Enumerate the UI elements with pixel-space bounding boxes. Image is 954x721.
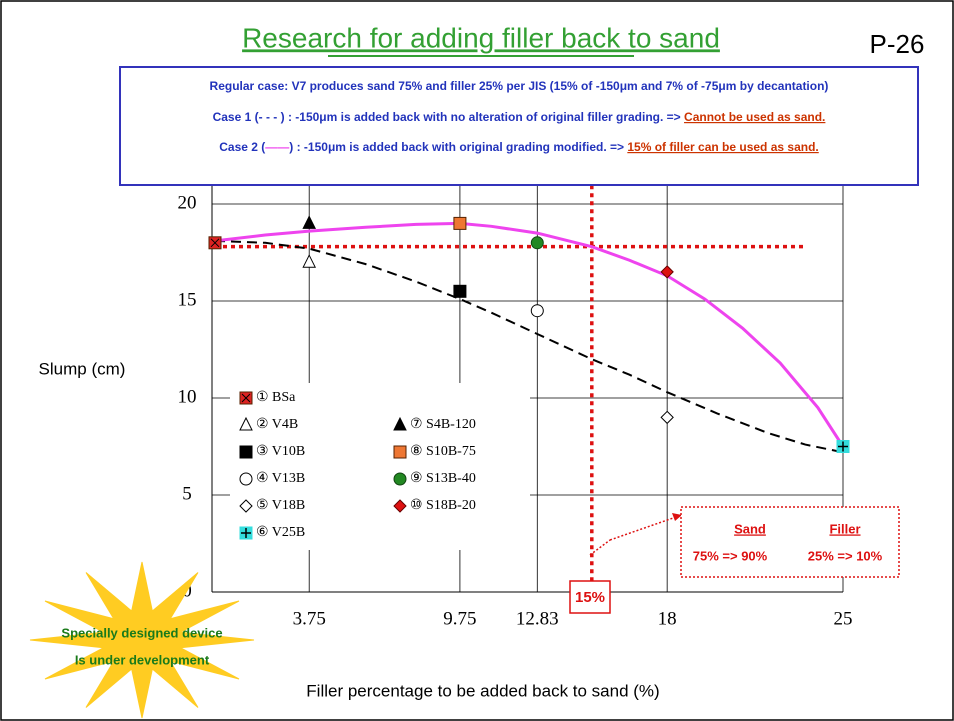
y-tick-label: 5 (182, 483, 192, 504)
marker-shape (239, 499, 253, 513)
marker (453, 284, 467, 298)
y-tick-label: 15 (178, 289, 197, 310)
marker (393, 499, 407, 513)
info-line-symbol: —— (265, 140, 289, 154)
marker (530, 236, 544, 250)
x-tick-label: 12.83 (516, 608, 559, 629)
marker (660, 410, 674, 425)
callout-label: 15% (575, 589, 605, 606)
y-tick-label: 20 (178, 192, 197, 213)
info-text: Case 1 (- - - ) : -150μm is added back w… (213, 110, 684, 124)
page-number: P-26 (870, 29, 925, 59)
marker (239, 416, 253, 431)
marker-shape (660, 265, 674, 279)
marker-shape (239, 416, 253, 431)
info-text: ) : -150μm is added back with original g… (289, 140, 627, 154)
marker (453, 216, 467, 230)
starburst-text: Is under development (75, 652, 210, 667)
callout-arrow (589, 539, 611, 556)
result-box (680, 506, 900, 578)
title: Research for adding filler back to sand (242, 22, 720, 53)
marker-shape (393, 445, 407, 459)
info-highlight: 15% of filler can be used as sand. (627, 140, 818, 154)
info-line: Case 1 (- - - ) : -150μm is added back w… (213, 110, 826, 124)
legend-label: ④ V13B (256, 471, 305, 486)
marker (239, 472, 253, 486)
info-box (119, 66, 919, 186)
x-tick-label: 25 (834, 608, 853, 629)
result-header: Filler (829, 521, 860, 536)
marker-shape (453, 216, 467, 230)
legend-label: ⑩ S18B-20 (410, 498, 476, 513)
marker-cross (241, 393, 251, 403)
starburst (29, 561, 255, 719)
result-value: 25% => 10% (808, 548, 883, 563)
legend-label: ③ V10B (256, 444, 305, 459)
marker (393, 445, 407, 459)
marker (239, 499, 253, 513)
result-value: 75% => 90% (693, 548, 768, 563)
marker-shape (530, 304, 544, 318)
callout-arrowhead (672, 513, 682, 521)
marker-shape (393, 472, 407, 486)
result-header: Sand (734, 521, 766, 536)
legend-label: ⑨ S13B-40 (410, 471, 476, 486)
marker-shape (530, 236, 544, 250)
info-text: Case 2 ( (219, 140, 265, 154)
legend-label: ① BSa (256, 390, 296, 405)
y-axis-label: Slump (cm) (39, 359, 126, 378)
marker (239, 526, 253, 540)
marker (239, 391, 253, 405)
marker-shape (393, 416, 407, 431)
marker-shape (393, 499, 407, 513)
marker-shape (302, 254, 317, 268)
legend-label: ⑧ S10B-75 (410, 444, 476, 459)
info-line: Case 2 (——) : -150μm is added back with … (219, 140, 819, 154)
info-highlight: Cannot be used as sand. (684, 110, 825, 124)
legend-background (230, 383, 530, 550)
marker (660, 265, 674, 279)
marker-shape (302, 215, 317, 229)
marker-shape (660, 410, 674, 425)
curve (214, 221, 845, 448)
info-line: Regular case: V7 produces sand 75% and f… (210, 79, 829, 93)
x-axis-label: Filler percentage to be added back to sa… (306, 681, 659, 700)
marker (530, 304, 544, 318)
x-tick-label: 18 (658, 608, 677, 629)
marker (302, 215, 317, 229)
marker (393, 416, 407, 431)
x-tick-label: 9.75 (443, 608, 476, 629)
marker (239, 445, 253, 459)
legend-label: ② V4B (256, 417, 298, 432)
marker-shape (453, 284, 467, 298)
curve (214, 239, 844, 454)
marker (302, 254, 317, 268)
starburst-text: Specially designed device (61, 625, 222, 640)
callout-box (569, 580, 611, 614)
marker-shape (239, 445, 253, 459)
x-tick-label: 3.75 (293, 608, 326, 629)
y-tick-label: 10 (178, 386, 197, 407)
marker (836, 440, 850, 453)
marker (393, 472, 407, 486)
legend-label: ⑤ V18B (256, 498, 305, 513)
legend-label: ⑦ S4B-120 (410, 417, 476, 432)
marker-shape (239, 472, 253, 486)
marker-cross (210, 238, 220, 248)
legend-label: ⑥ V25B (256, 525, 305, 540)
marker (208, 236, 222, 250)
